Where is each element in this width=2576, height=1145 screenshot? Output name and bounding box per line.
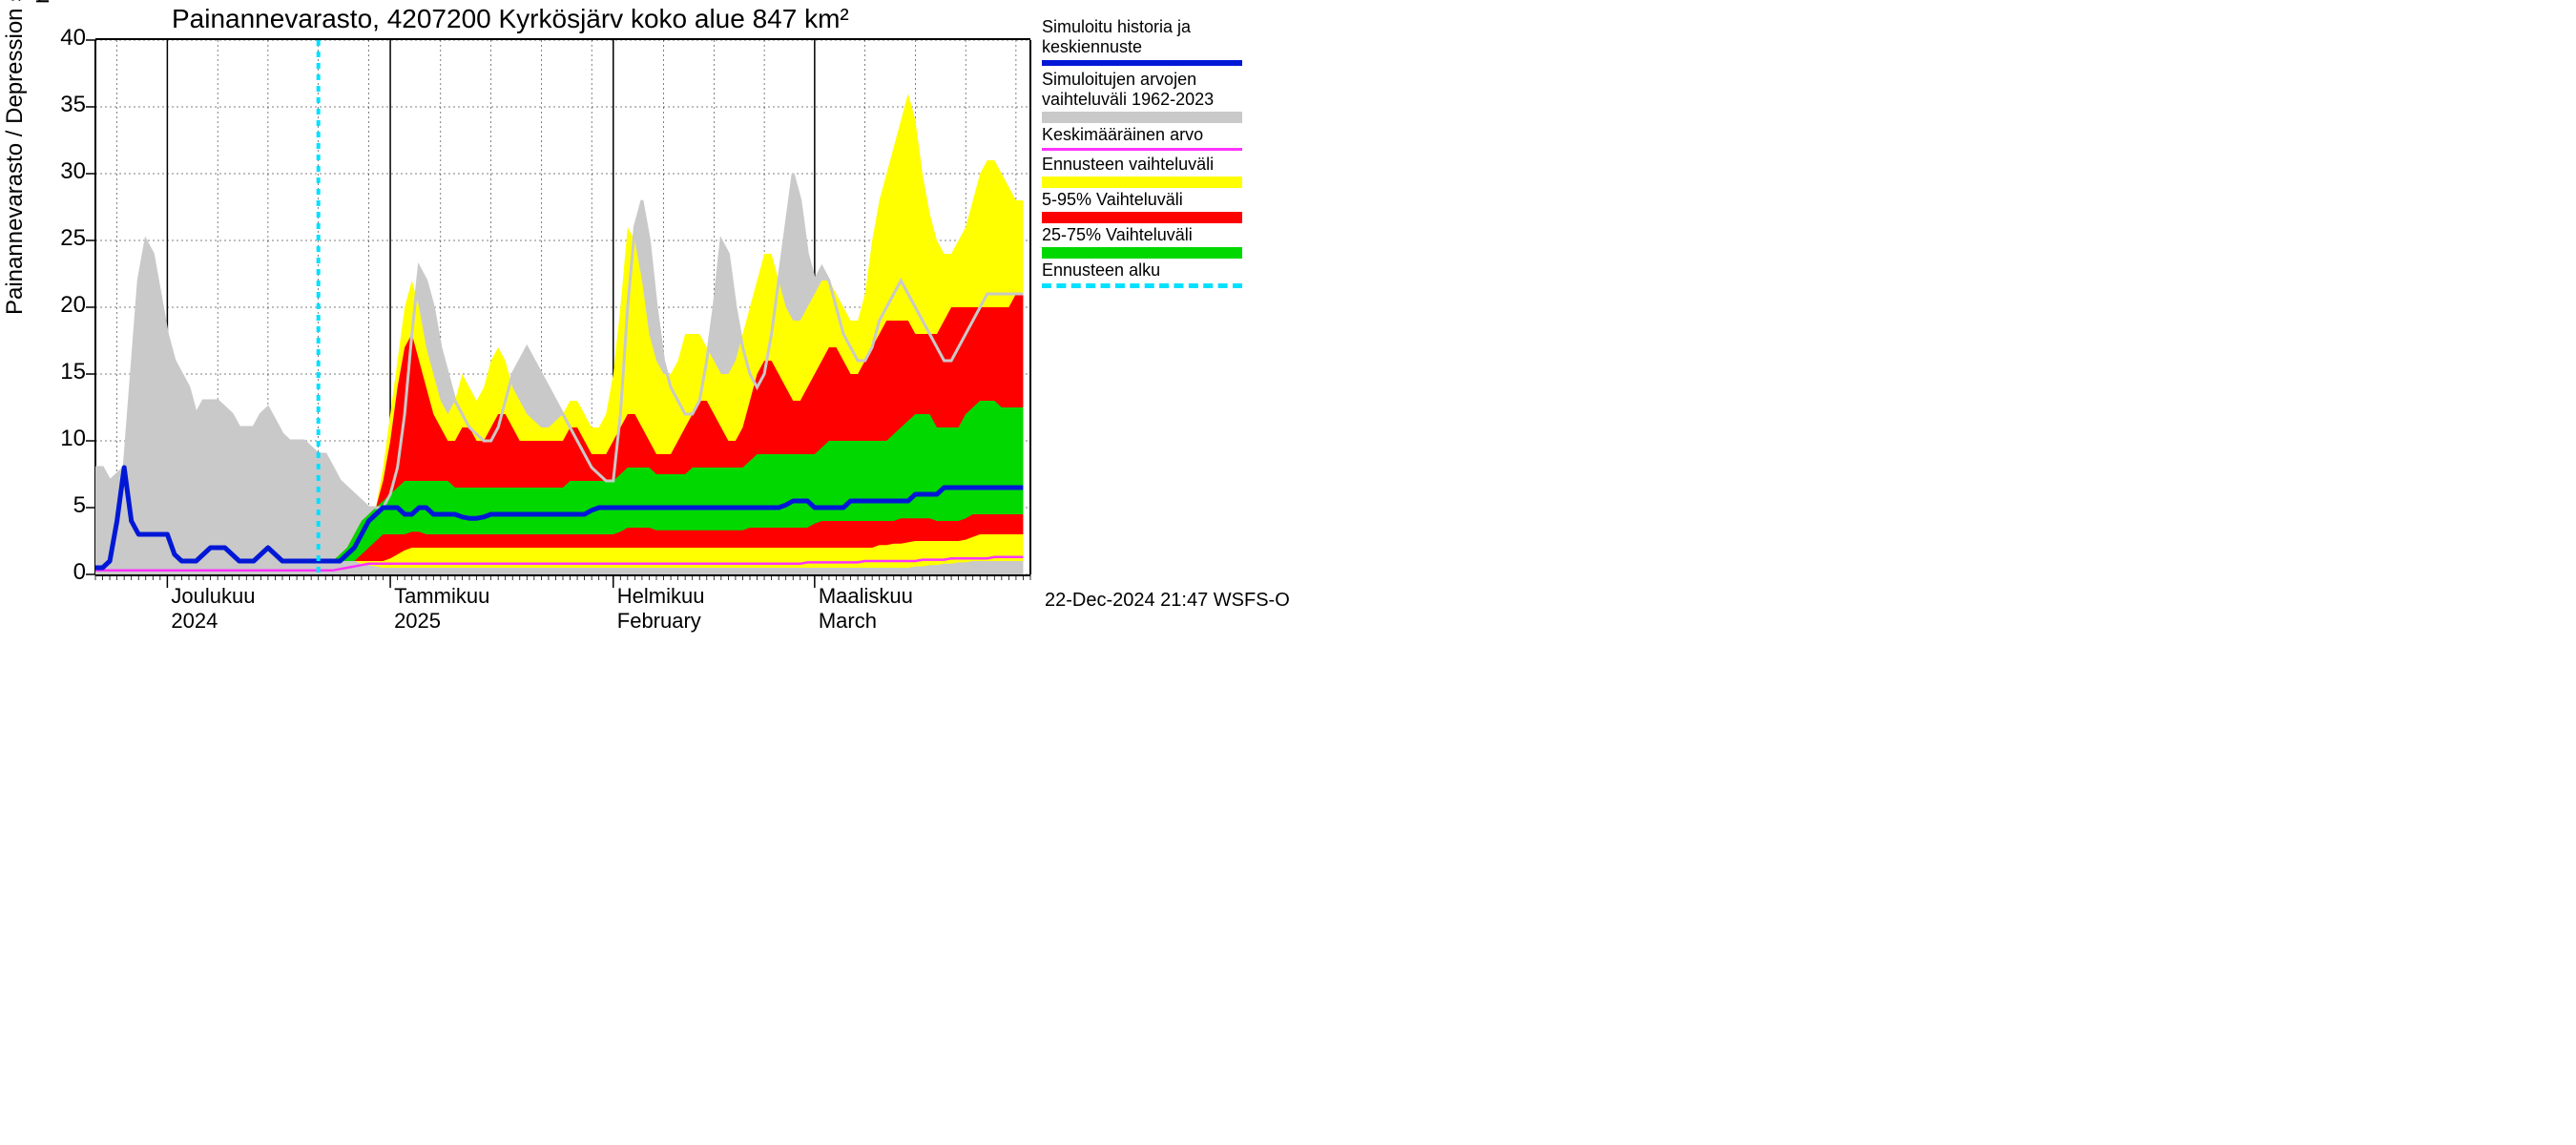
y-tick-label: 25 [29, 225, 86, 252]
x-month-label: Helmikuu [617, 584, 705, 609]
legend-entry: Simuloitujen arvojen vaihteluväli 1962-2… [1042, 70, 1252, 122]
y-tick-label: 30 [29, 158, 86, 185]
y-axis-label: Painannevarasto / Depression storage [2, 0, 29, 315]
legend-entry: Keskimääräinen arvo [1042, 125, 1252, 152]
timestamp-label: 22-Dec-2024 21:47 WSFS-O [1045, 590, 1290, 612]
legend-label: Ennusteen vaihteluväli [1042, 155, 1252, 175]
legend-entry: 25-75% Vaihteluväli [1042, 225, 1252, 259]
legend-label: 25-75% Vaihteluväli [1042, 225, 1252, 245]
legend-line [1042, 60, 1242, 66]
y-tick-label: 40 [29, 25, 86, 52]
legend-swatch [1042, 177, 1242, 188]
legend: Simuloitu historia ja keskiennuste Simulo… [1042, 17, 1252, 292]
legend-label: Simuloitujen arvojen vaihteluväli 1962-2… [1042, 70, 1252, 109]
x-month-label: Maaliskuu [819, 584, 913, 609]
y-unit: mm [29, 0, 55, 4]
x-month-sublabel: 2024 [171, 609, 218, 634]
y-tick-label: 35 [29, 92, 86, 118]
plot-svg [95, 40, 1030, 574]
y-tick-label: 0 [29, 559, 86, 586]
legend-label: 5-95% Vaihteluväli [1042, 190, 1252, 210]
legend-entry: Simuloitu historia ja keskiennuste [1042, 17, 1252, 66]
legend-label: Ennusteen alku [1042, 260, 1252, 281]
legend-swatch [1042, 112, 1242, 123]
legend-label: Keskimääräinen arvo [1042, 125, 1252, 145]
legend-swatch [1042, 212, 1242, 223]
x-month-sublabel: February [617, 609, 701, 634]
legend-swatch [1042, 247, 1242, 259]
legend-line [1042, 148, 1242, 151]
legend-entry: Ennusteen alku [1042, 260, 1252, 289]
y-tick-label: 15 [29, 359, 86, 385]
y-tick-label: 5 [29, 492, 86, 519]
x-month-label: Tammikuu [394, 584, 489, 609]
hydrograph-figure: mm Painannevarasto / Depression storage … [0, 0, 1431, 649]
y-tick-label: 20 [29, 292, 86, 319]
chart-title: Painannevarasto, 4207200 Kyrkösjärv koko… [172, 4, 849, 34]
x-month-label: Joulukuu [171, 584, 255, 609]
x-month-sublabel: March [819, 609, 877, 634]
x-month-sublabel: 2025 [394, 609, 441, 634]
legend-dash [1042, 283, 1242, 288]
legend-entry: Ennusteen vaihteluväli [1042, 155, 1252, 188]
y-tick-label: 10 [29, 426, 86, 452]
plot-area [95, 38, 1030, 576]
legend-label: Simuloitu historia ja keskiennuste [1042, 17, 1252, 56]
legend-entry: 5-95% Vaihteluväli [1042, 190, 1252, 223]
